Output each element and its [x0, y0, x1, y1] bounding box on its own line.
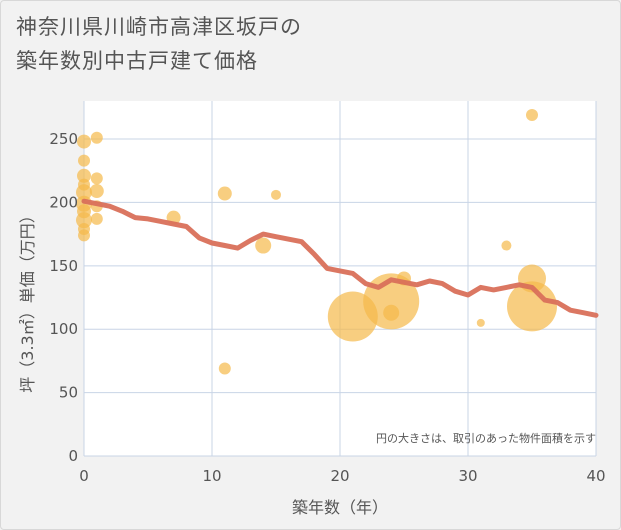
bubble-point	[526, 108, 538, 121]
bubble-size-note: 円の大きさは、取引のあった物件面積を示す	[376, 431, 596, 445]
bubble-point	[383, 304, 400, 321]
y-tick-labels: 0 50 100 150 200 250	[49, 130, 78, 465]
bubble-point	[76, 184, 92, 201]
chart-title-line1: 神奈川県川崎市高津区坂戸の	[16, 15, 302, 39]
x-tick-label: 30	[458, 467, 477, 485]
bubble-point	[89, 184, 104, 199]
chart-title-line2: 築年数別中古戸建て価格	[16, 49, 258, 73]
bubble-point	[77, 134, 91, 149]
bubble-point	[77, 168, 91, 183]
y-tick-label: 200	[49, 193, 78, 211]
bubble-point	[271, 189, 281, 200]
y-tick-label: 150	[49, 257, 78, 275]
y-tick-label: 0	[68, 447, 78, 465]
trend-line-group	[81, 198, 599, 318]
x-axis-title: 築年数（年）	[292, 498, 388, 517]
bubble-point	[217, 186, 232, 201]
bubble-point	[78, 154, 90, 167]
y-tick-label: 50	[59, 384, 78, 402]
y-axis-title: 坪（3.3㎡）単価（万円）	[18, 207, 37, 392]
x-tick-label: 0	[79, 467, 89, 485]
y-tick-label: 100	[49, 320, 78, 338]
bubble-point	[476, 318, 485, 327]
chart-title: 神奈川県川崎市高津区坂戸の 築年数別中古戸建て価格	[16, 10, 302, 78]
trend-line	[81, 198, 599, 318]
bubble-point	[218, 362, 231, 375]
bubble-point	[501, 240, 512, 251]
bubble-point	[90, 131, 103, 144]
x-tick-label: 40	[586, 467, 605, 485]
bubble-point	[255, 237, 272, 254]
x-tick-label: 10	[202, 467, 221, 485]
bubble-point	[90, 172, 103, 185]
bubble-point	[78, 229, 90, 242]
x-tick-labels: 0 10 20 30 40	[79, 467, 605, 485]
bubble-point	[90, 212, 103, 225]
bubble-point	[76, 212, 92, 229]
bubble-point	[507, 281, 557, 332]
y-tick-label: 250	[49, 130, 78, 148]
x-tick-label: 20	[330, 467, 349, 485]
